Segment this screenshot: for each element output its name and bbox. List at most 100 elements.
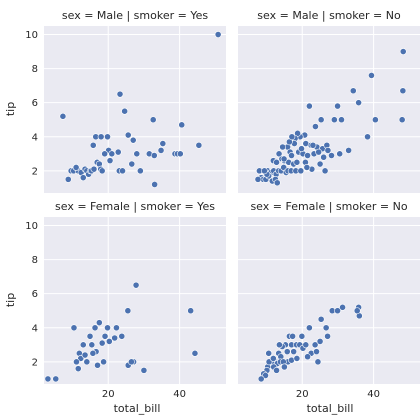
data-point — [321, 167, 329, 175]
y-axis-label-bottom: tip — [4, 293, 17, 307]
data-point — [334, 102, 341, 110]
data-point — [157, 146, 165, 154]
data-point — [305, 102, 313, 110]
data-point — [280, 363, 288, 371]
x-tick-label: 40 — [173, 389, 186, 400]
facet-panel-2: sex = Male | smoker = No — [238, 9, 420, 193]
y-tick-label: 2 — [32, 166, 38, 177]
data-point — [89, 141, 97, 149]
data-point — [132, 281, 140, 289]
data-point — [104, 324, 111, 332]
data-point — [90, 165, 98, 173]
data-point — [334, 307, 341, 315]
data-point — [273, 179, 281, 187]
data-point — [398, 116, 406, 124]
data-point — [105, 337, 113, 345]
data-point — [309, 141, 317, 149]
data-point — [176, 150, 184, 158]
panel-background — [238, 217, 420, 384]
x-tick-label: 40 — [367, 389, 380, 400]
data-point — [283, 348, 291, 356]
data-point — [150, 152, 158, 159]
y-tick-label: 8 — [32, 64, 38, 75]
data-point — [290, 348, 298, 356]
data-point — [338, 116, 345, 124]
data-point — [108, 150, 116, 158]
data-point — [314, 358, 322, 366]
y-tick-label: 2 — [32, 357, 38, 368]
panel-title: sex = Male | smoker = No — [257, 9, 401, 22]
data-point — [349, 87, 357, 95]
x-axis-label-right: total_bill — [307, 402, 354, 415]
data-point — [149, 116, 157, 124]
y-tick-label: 6 — [32, 289, 38, 300]
data-point — [305, 324, 313, 332]
data-point — [313, 348, 320, 356]
x-tick-label: 20 — [102, 389, 115, 400]
data-point — [316, 160, 324, 168]
data-point — [44, 375, 52, 383]
data-point — [79, 174, 87, 182]
data-point — [101, 150, 109, 158]
data-point — [364, 133, 371, 141]
data-point — [293, 355, 301, 362]
data-point — [293, 158, 301, 166]
data-point — [98, 167, 106, 175]
data-point — [345, 146, 353, 154]
x-tick-label: 20 — [296, 389, 309, 400]
data-point — [151, 181, 159, 188]
data-point — [288, 133, 296, 141]
data-point — [116, 90, 124, 98]
data-point — [279, 143, 287, 151]
data-point — [324, 146, 332, 154]
y-tick-label: 10 — [25, 30, 38, 41]
data-point — [254, 175, 262, 183]
data-point — [106, 157, 114, 165]
data-point — [324, 332, 331, 340]
data-point — [98, 339, 106, 347]
data-point — [195, 141, 203, 149]
data-point — [297, 167, 305, 175]
data-point — [273, 158, 280, 166]
data-point — [261, 167, 268, 175]
data-point — [214, 31, 222, 38]
data-point — [100, 358, 107, 366]
data-point — [81, 351, 89, 359]
data-point — [95, 319, 103, 327]
data-point — [275, 341, 283, 349]
data-point — [339, 303, 346, 311]
data-point — [322, 324, 330, 332]
data-point — [64, 175, 72, 183]
panel-title: sex = Female | smoker = No — [250, 200, 407, 213]
data-point — [315, 148, 323, 156]
y-tick-label: 6 — [32, 98, 38, 109]
data-point — [101, 332, 109, 340]
data-point — [312, 123, 319, 130]
data-point — [136, 167, 144, 175]
data-point — [121, 107, 129, 115]
data-point — [178, 121, 186, 129]
facet-panel-3: 2 4 6 8 10 20 40 sex = Female | smoker = Yes — [25, 200, 226, 400]
panel-title: sex = Female | smoker = Yes — [55, 200, 215, 213]
data-point — [52, 375, 60, 383]
data-point — [298, 332, 306, 340]
y-tick-label: 10 — [25, 221, 38, 232]
data-point — [83, 358, 91, 366]
data-point — [111, 334, 119, 342]
y-tick-label: 4 — [32, 132, 38, 143]
data-point — [79, 341, 87, 349]
data-point — [118, 332, 126, 340]
data-point — [257, 375, 265, 383]
data-point — [336, 150, 344, 158]
data-point — [368, 72, 375, 79]
data-point — [311, 341, 319, 349]
data-point — [399, 87, 407, 95]
data-point — [133, 150, 141, 158]
data-point — [371, 116, 379, 124]
data-point — [59, 112, 67, 120]
data-point — [128, 358, 135, 366]
data-point — [86, 332, 94, 340]
data-point — [128, 160, 136, 168]
facet-panel-4: 20 40 sex = Female | smoker = No — [238, 200, 420, 400]
data-point — [104, 133, 111, 141]
